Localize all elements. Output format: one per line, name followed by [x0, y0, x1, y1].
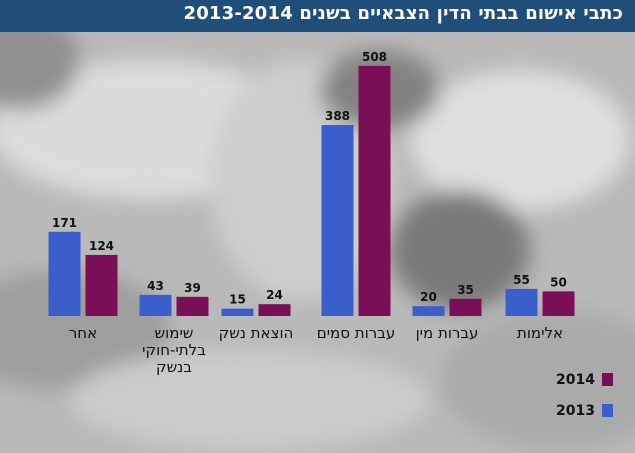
- data-label-2014: 508: [362, 50, 387, 64]
- data-label-2014: 50: [550, 275, 567, 289]
- bar-2013: [221, 308, 254, 316]
- title-bar: כתבי אישום בבתי הדין הצבאיים בשנים 2013-…: [0, 0, 635, 32]
- data-label-2014: 124: [89, 239, 114, 253]
- category-label: בנשק: [156, 358, 192, 376]
- data-label-2013: 55: [513, 273, 530, 287]
- data-label-2013: 15: [229, 293, 246, 307]
- bar-2014: [449, 298, 482, 316]
- category-label: אלימות: [517, 324, 563, 342]
- bar-2014: [358, 65, 391, 317]
- bar-2014: [542, 291, 575, 316]
- data-label-2014: 39: [184, 281, 201, 295]
- bar-2013: [321, 124, 354, 316]
- data-label-2013: 43: [147, 279, 164, 293]
- legend-swatch-2014: [602, 373, 613, 386]
- data-label-2014: 35: [457, 283, 474, 297]
- bar-2014: [85, 254, 118, 316]
- data-label-2013: 171: [52, 216, 77, 230]
- bar-2013: [48, 231, 81, 316]
- bar-2014: [258, 304, 291, 316]
- bar-2014: [176, 296, 209, 316]
- category-label: אחר: [69, 324, 97, 342]
- legend-label-2014: 2014: [556, 372, 595, 388]
- bar-2013: [505, 288, 538, 316]
- chart-title: כתבי אישום בבתי הדין הצבאיים בשנים 2013-…: [183, 3, 623, 24]
- category-label: עברות סמים: [317, 324, 395, 342]
- category-label: בלתי-חוקי: [142, 341, 206, 359]
- legend-label-2013: 2013: [556, 403, 595, 419]
- legend-swatch-2013: [602, 404, 613, 417]
- bar-2013: [412, 306, 445, 316]
- category-label: הוצאת נשק: [219, 324, 294, 342]
- category-label: עברות מין: [416, 324, 479, 342]
- category-label: שימוש: [155, 324, 194, 342]
- data-label-2013: 388: [325, 109, 350, 123]
- bar-2013: [139, 294, 172, 316]
- data-label-2013: 20: [420, 290, 437, 304]
- data-label-2014: 24: [266, 288, 283, 302]
